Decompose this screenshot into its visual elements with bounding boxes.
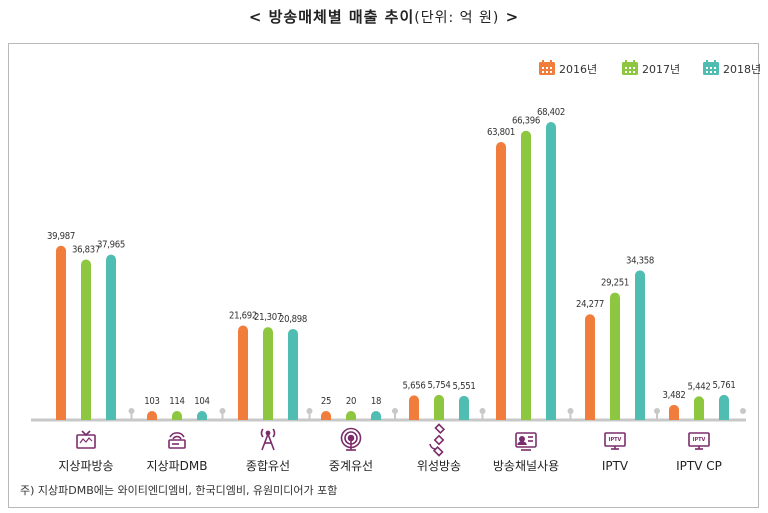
group-separator-dot	[219, 408, 226, 414]
data-label: 21,307	[254, 312, 282, 323]
bar-2-8	[694, 396, 704, 420]
group-separator-dot	[654, 408, 660, 414]
legend-label: 2017년	[642, 63, 680, 76]
category-label: 종합유선	[246, 459, 290, 473]
chart-title: < 방송매체별 매출 추이(단위: 억 원) >	[0, 6, 768, 27]
data-label: 5,442	[688, 381, 711, 392]
legend-calendar-icon	[703, 60, 719, 75]
data-label: 5,656	[403, 380, 426, 391]
bar-3-6	[546, 122, 556, 420]
data-label: 18	[371, 396, 381, 407]
data-label: 103	[144, 396, 159, 407]
data-label: 114	[169, 396, 184, 407]
group-separator-dot	[567, 408, 574, 414]
data-label: 20	[346, 396, 356, 407]
bar-3-3	[288, 328, 298, 420]
bar-1-8	[669, 404, 679, 420]
tv-icon	[76, 430, 96, 449]
bar-2-2	[172, 411, 182, 420]
group-separator-dot	[306, 408, 313, 414]
bar-1-4	[321, 411, 331, 420]
legend-label: 2018년	[723, 63, 760, 76]
channel-tv-icon	[515, 432, 537, 451]
data-label: 25	[321, 396, 331, 407]
group-separator-dot	[392, 408, 398, 414]
data-label: 29,251	[601, 278, 629, 289]
data-label: 20,898	[279, 314, 307, 325]
bar-1-1	[56, 245, 66, 420]
data-label: 21,692	[229, 310, 257, 321]
data-label: 104	[194, 396, 209, 407]
category-label: 중계유선	[329, 459, 373, 473]
iptv-icon-text: IPTV	[693, 437, 706, 443]
title-close: >	[499, 8, 520, 26]
iptv-monitor-icon: IPTV	[688, 432, 710, 450]
bar-1-6	[496, 142, 506, 420]
group-separator-dot	[128, 408, 135, 414]
signal-icon	[340, 427, 362, 451]
bar-chart: 39,987 103 21,692 25 5,656 63,801 24,277 3,482 3…	[31, 60, 760, 473]
category-label: IPTV	[602, 459, 629, 473]
bar-3-5	[459, 395, 469, 420]
antenna-tower-icon	[260, 428, 276, 451]
data-label: 5,551	[453, 381, 476, 392]
chart-frame: 39,987 103 21,692 25 5,656 63,801 24,277 3,482 3…	[8, 43, 760, 508]
category-label: 위성방송	[417, 459, 461, 473]
bar-2-4	[346, 411, 356, 420]
bar-3-7	[635, 270, 645, 420]
title-main: < 방송매체별 매출 추이	[248, 8, 415, 26]
bar-2-6	[521, 130, 531, 420]
satellite-icon	[429, 423, 446, 457]
category-label: 지상파DMB	[147, 459, 208, 473]
legend-calendar-icon	[539, 60, 555, 75]
bar-2-7	[610, 292, 620, 420]
bar-2-1	[81, 259, 91, 420]
data-label: 66,396	[512, 116, 540, 127]
title-unit: (단위: 억 원)	[414, 10, 500, 26]
radio-icon	[168, 432, 186, 449]
bar-3-8	[719, 394, 729, 420]
data-label: 3,482	[663, 390, 686, 401]
category-label: 방송채널사용	[493, 459, 559, 473]
data-label: 34,358	[626, 255, 654, 266]
bar-1-3	[238, 325, 248, 420]
data-label: 5,761	[713, 380, 736, 391]
bar-3-2	[197, 411, 207, 420]
category-label: 지상파방송	[58, 459, 113, 473]
footnote: 주) 지상파DMB에는 와이티엔디엠비, 한국디엠비, 유원미디어가 포함	[20, 484, 338, 497]
iptv-icon-text: IPTV	[609, 437, 622, 443]
category-label: IPTV CP	[676, 459, 722, 473]
data-label: 5,754	[428, 380, 451, 391]
bar-2-5	[434, 394, 444, 420]
data-label: 63,801	[487, 127, 515, 138]
bar-1-5	[409, 395, 419, 420]
legend-label: 2016년	[559, 63, 597, 76]
bar-2-3	[263, 327, 273, 420]
data-label: 68,402	[537, 107, 565, 118]
bar-3-4	[371, 411, 381, 420]
iptv-monitor-icon: IPTV	[604, 432, 626, 450]
group-separator-dot	[740, 408, 746, 414]
legend-calendar-icon	[622, 60, 638, 75]
bar-1-7	[585, 314, 595, 420]
group-separator-dot	[479, 408, 486, 414]
data-label: 24,277	[576, 299, 604, 310]
data-label: 37,965	[97, 240, 125, 251]
data-label: 39,987	[47, 231, 75, 242]
bar-3-1	[106, 254, 116, 420]
bar-1-2	[147, 411, 157, 420]
data-label: 36,837	[72, 245, 100, 256]
